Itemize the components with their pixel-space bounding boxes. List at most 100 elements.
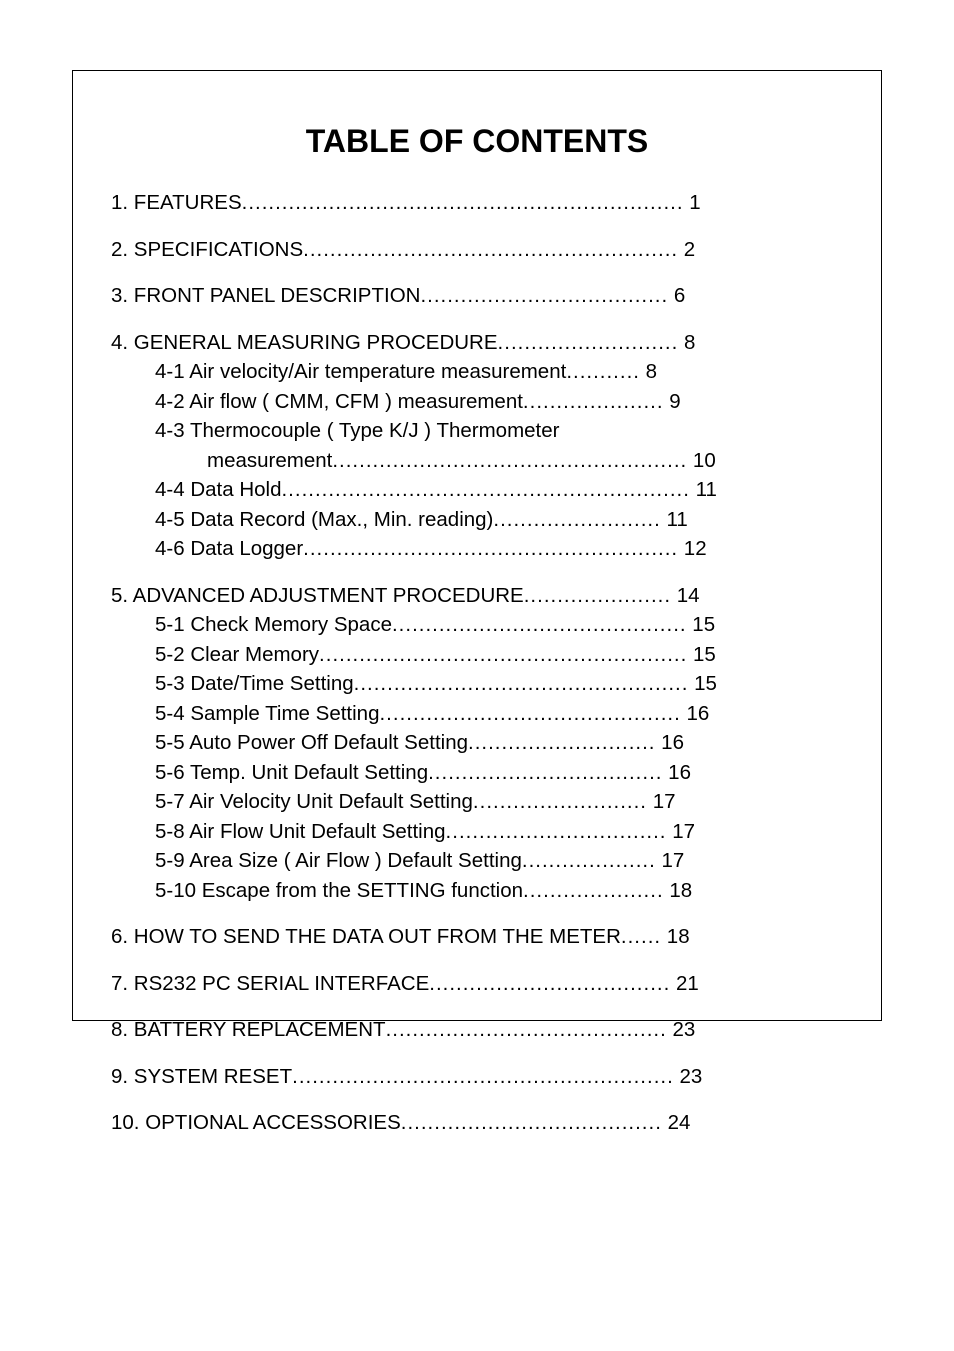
- toc-entry-page: 21: [670, 972, 699, 995]
- toc-entry-label: 2. SPECIFICATIONS: [111, 238, 303, 261]
- toc-section-group: 3. FRONT PANEL DESCRIPTION..............…: [111, 281, 843, 311]
- toc-entry-label: 5-6 Temp. Unit Default Setting: [155, 761, 428, 784]
- toc-entry-label: 4-5 Data Record (Max., Min. reading): [155, 508, 493, 531]
- toc-dots: ........................................…: [242, 191, 684, 214]
- toc-dots: .....................: [523, 390, 664, 413]
- toc-entry: 5-2 Clear Memory........................…: [111, 640, 843, 670]
- toc-entry: 5-3 Date/Time Setting...................…: [111, 669, 843, 699]
- toc-entry-page: 18: [664, 879, 693, 902]
- toc-entry-label: 9. SYSTEM RESET: [111, 1065, 292, 1088]
- toc-dots: .......................................: [401, 1111, 662, 1134]
- toc-entry: 8. BATTERY REPLACEMENT..................…: [111, 1015, 843, 1045]
- toc-section-group: 6. HOW TO SEND THE DATA OUT FROM THE MET…: [111, 922, 843, 952]
- toc-entry-label: 5. ADVANCED ADJUSTMENT PROCEDURE: [111, 584, 524, 607]
- toc-entry: 7. RS232 PC SERIAL INTERFACE............…: [111, 969, 843, 999]
- toc-entry-page: 1: [684, 191, 701, 214]
- toc-entry-page: 17: [667, 820, 696, 843]
- toc-entry-label: 5-9 Area Size ( Air Flow ) Default Setti…: [155, 849, 522, 872]
- toc-entry-page: 2: [678, 238, 695, 261]
- toc-entry-page: 24: [662, 1111, 691, 1134]
- toc-entry-label: 10. OPTIONAL ACCESSORIES: [111, 1111, 401, 1134]
- toc-entry-page: 8: [678, 331, 695, 354]
- toc-entry-label: 5-5 Auto Power Off Default Setting: [155, 731, 468, 754]
- toc-entry-page: 9: [664, 390, 681, 413]
- toc-section-group: 5. ADVANCED ADJUSTMENT PROCEDURE........…: [111, 581, 843, 906]
- toc-entry-label: 7. RS232 PC SERIAL INTERFACE: [111, 972, 429, 995]
- toc-dots: ............................: [468, 731, 655, 754]
- toc-entry: 4-6 Data Logger.........................…: [111, 534, 843, 564]
- toc-entry: 4-4 Data Hold...........................…: [111, 475, 843, 505]
- toc-entry-page: 14: [671, 584, 700, 607]
- toc-dots: ......: [621, 925, 661, 948]
- toc-dots: ........................................…: [354, 672, 689, 695]
- toc-entry-page: 17: [656, 849, 685, 872]
- toc-entry-page: 11: [661, 508, 688, 531]
- toc-entry-page: 11: [690, 478, 717, 501]
- toc-entry: 5-1 Check Memory Space..................…: [111, 610, 843, 640]
- toc-dots: .........................: [493, 508, 660, 531]
- toc-entry-page: 10: [687, 449, 716, 472]
- toc-entry: 4. GENERAL MEASURING PROCEDURE..........…: [111, 328, 843, 358]
- toc-entry: 1. FEATURES.............................…: [111, 188, 843, 218]
- toc-section-group: 1. FEATURES.............................…: [111, 188, 843, 218]
- toc-entry: 4-1 Air velocity/Air temperature measure…: [111, 357, 843, 387]
- toc-dots: ........................................…: [292, 1065, 674, 1088]
- toc-entry-page: 16: [655, 731, 684, 754]
- toc-dots: ........................................…: [303, 238, 678, 261]
- toc-dots: ......................: [524, 584, 671, 607]
- toc-entry-page: 12: [678, 537, 707, 560]
- toc-entry-label: 4-1 Air velocity/Air temperature measure…: [155, 360, 566, 383]
- toc-dots: .....................: [523, 879, 664, 902]
- toc-entry: 9. SYSTEM RESET.........................…: [111, 1062, 843, 1092]
- toc-entry: 5-5 Auto Power Off Default Setting......…: [111, 728, 843, 758]
- toc-entry-page: 15: [687, 643, 716, 666]
- toc-dots: ........................................…: [379, 702, 680, 725]
- toc-entry: 6. HOW TO SEND THE DATA OUT FROM THE MET…: [111, 922, 843, 952]
- toc-entry-label: 3. FRONT PANEL DESCRIPTION: [111, 284, 420, 307]
- toc-entry-page: 16: [681, 702, 710, 725]
- toc-entry-page: 18: [661, 925, 690, 948]
- toc-dots: ...........: [566, 360, 640, 383]
- toc-entry-page: 15: [688, 672, 717, 695]
- toc-dots: ..........................: [473, 790, 647, 813]
- toc-entry: 4-2 Air flow ( CMM, CFM ) measurement...…: [111, 387, 843, 417]
- toc-dots: ...................................: [428, 761, 662, 784]
- toc-entry-page: 16: [662, 761, 691, 784]
- toc-entry-label: 4-6 Data Logger: [155, 537, 303, 560]
- page-border: TABLE OF CONTENTS 1. FEATURES...........…: [72, 70, 882, 1021]
- toc-entry-label: 5-8 Air Flow Unit Default Setting: [155, 820, 446, 843]
- toc-dots: ....................................: [429, 972, 670, 995]
- toc-entry: 5-10 Escape from the SETTING function...…: [111, 876, 843, 906]
- toc-entry: 5-4 Sample Time Setting.................…: [111, 699, 843, 729]
- toc-entry-label: 5-7 Air Velocity Unit Default Setting: [155, 790, 473, 813]
- toc-section-group: 10. OPTIONAL ACCESSORIES................…: [111, 1108, 843, 1138]
- toc-entry-label: 8. BATTERY REPLACEMENT: [111, 1018, 386, 1041]
- toc-dots: .................................: [446, 820, 667, 843]
- toc-entry: 3. FRONT PANEL DESCRIPTION..............…: [111, 281, 843, 311]
- toc-entry: 5-9 Area Size ( Air Flow ) Default Setti…: [111, 846, 843, 876]
- toc-entry-label: 6. HOW TO SEND THE DATA OUT FROM THE MET…: [111, 925, 621, 948]
- toc-entry: measurement.............................…: [111, 446, 843, 476]
- toc-entry-label: 5-4 Sample Time Setting: [155, 702, 379, 725]
- toc-entry-label: 1. FEATURES: [111, 191, 242, 214]
- page-title: TABLE OF CONTENTS: [111, 123, 843, 160]
- toc-entry-page: 6: [668, 284, 685, 307]
- toc-dots: ........................................…: [386, 1018, 667, 1041]
- toc-section-group: 4. GENERAL MEASURING PROCEDURE..........…: [111, 328, 843, 564]
- toc-entry: 4-5 Data Record (Max., Min. reading)....…: [111, 505, 843, 535]
- toc-entry: 5. ADVANCED ADJUSTMENT PROCEDURE........…: [111, 581, 843, 611]
- toc-dots: ...........................: [498, 331, 679, 354]
- toc-entry-page: 23: [674, 1065, 703, 1088]
- toc-entry-label: 5-1 Check Memory Space: [155, 613, 392, 636]
- toc-section-group: 2. SPECIFICATIONS.......................…: [111, 235, 843, 265]
- toc-entry: 5-7 Air Velocity Unit Default Setting...…: [111, 787, 843, 817]
- toc-entry-label: 4. GENERAL MEASURING PROCEDURE: [111, 331, 498, 354]
- toc-dots: ........................................…: [303, 537, 678, 560]
- toc-dots: ........................................…: [281, 478, 689, 501]
- toc-entry: 5-8 Air Flow Unit Default Setting.......…: [111, 817, 843, 847]
- toc-entry-page: 15: [687, 613, 716, 636]
- toc-entry-label: 4-3 Thermocouple ( Type K/J ) Thermomete…: [155, 419, 559, 442]
- toc-entry-page: 23: [667, 1018, 696, 1041]
- toc-entry-label: 4-2 Air flow ( CMM, CFM ) measurement: [155, 390, 523, 413]
- toc-dots: .....................................: [420, 284, 668, 307]
